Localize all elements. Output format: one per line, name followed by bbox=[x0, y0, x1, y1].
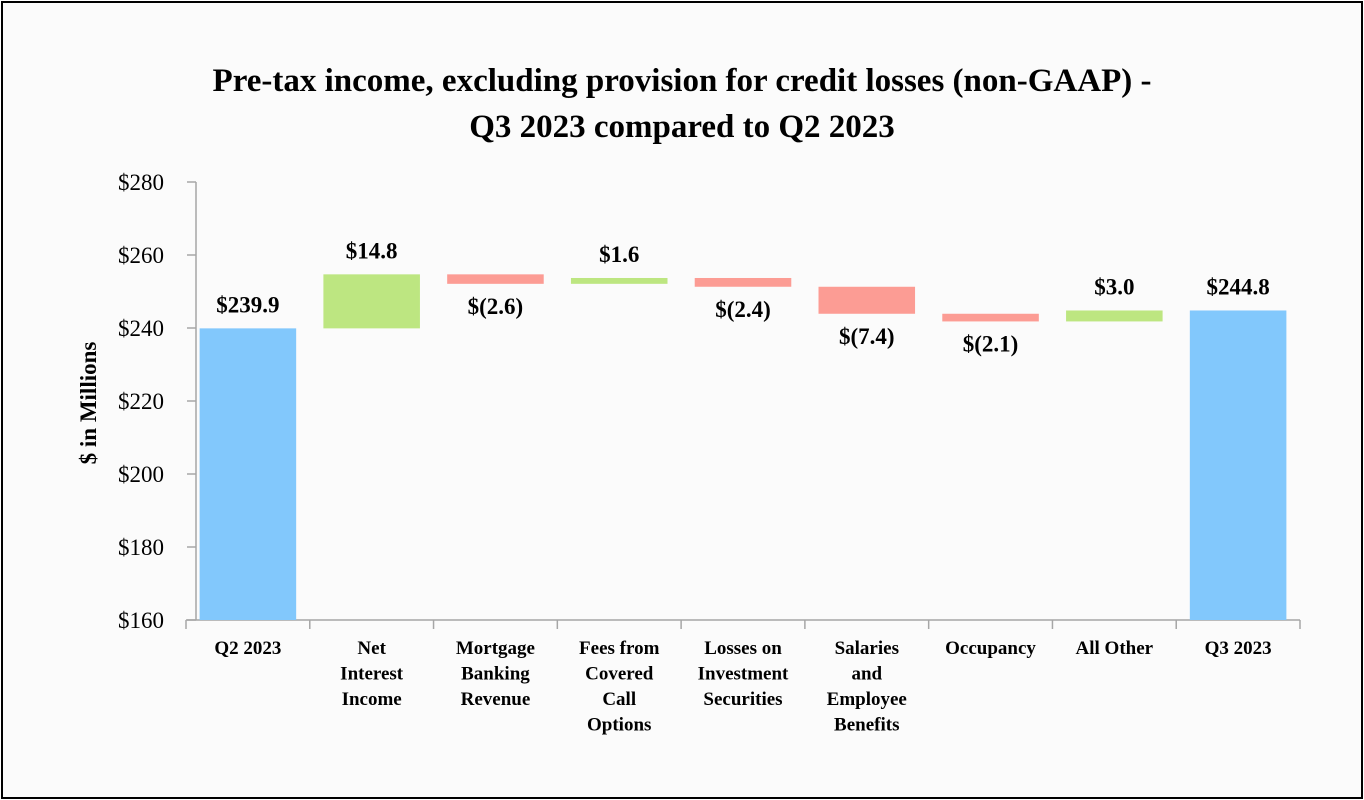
x-category-label: Occupancy bbox=[945, 638, 1036, 659]
bar bbox=[694, 277, 792, 287]
x-category-label: Interest bbox=[340, 664, 404, 685]
x-category-label: Q2 2023 bbox=[214, 638, 281, 659]
x-category-label: Call bbox=[602, 689, 636, 710]
data-label: $(2.4) bbox=[715, 297, 771, 322]
data-label: $(2.1) bbox=[963, 331, 1019, 356]
y-axis-label: $ in Millions bbox=[76, 342, 101, 465]
chart-title-line-1: Pre-tax income, excluding provision for … bbox=[212, 63, 1152, 99]
data-label: $239.9 bbox=[216, 292, 279, 317]
data-label: $(2.6) bbox=[468, 294, 524, 319]
y-tick-label: $240 bbox=[118, 316, 164, 341]
y-tick-label: $160 bbox=[118, 608, 164, 633]
bar bbox=[323, 274, 420, 329]
bar bbox=[942, 313, 1039, 322]
x-category-label: Income bbox=[342, 689, 402, 710]
y-tick-label: $200 bbox=[118, 462, 164, 487]
bar bbox=[570, 277, 668, 284]
x-category-label: Net bbox=[357, 638, 386, 659]
bar bbox=[199, 328, 297, 620]
data-label: $(7.4) bbox=[839, 324, 895, 349]
x-category-label: Revenue bbox=[461, 689, 531, 710]
x-category-label: Salaries bbox=[835, 638, 899, 659]
x-category-label: Fees from bbox=[579, 638, 660, 659]
data-label: $3.0 bbox=[1094, 274, 1134, 299]
bar bbox=[1066, 310, 1163, 322]
y-tick-label: $180 bbox=[118, 535, 164, 560]
chart-title-line-2: Q3 2023 compared to Q2 2023 bbox=[469, 109, 895, 145]
bar bbox=[447, 274, 544, 284]
y-tick-label: $260 bbox=[118, 243, 164, 268]
data-label: $244.8 bbox=[1206, 274, 1269, 299]
bar bbox=[1189, 310, 1287, 620]
x-category-label: Losses on bbox=[704, 638, 782, 659]
x-category-label: and bbox=[851, 664, 882, 685]
x-category-label: Benefits bbox=[834, 715, 899, 736]
bar bbox=[818, 286, 916, 314]
x-category-label: Employee bbox=[827, 689, 907, 710]
x-category-label: Options bbox=[587, 715, 651, 736]
x-category-label: Covered bbox=[585, 664, 654, 685]
x-category-label: Q3 2023 bbox=[1205, 638, 1272, 659]
x-category-label: Mortgage bbox=[456, 638, 535, 659]
y-tick-label: $280 bbox=[118, 170, 164, 195]
data-label: $14.8 bbox=[346, 238, 398, 263]
y-tick-label: $220 bbox=[118, 389, 164, 414]
x-category-label: Securities bbox=[703, 689, 782, 710]
x-category-label: Investment bbox=[698, 664, 789, 685]
x-category-label: Banking bbox=[461, 664, 530, 685]
x-category-label: All Other bbox=[1076, 638, 1154, 659]
data-label: $1.6 bbox=[599, 242, 639, 267]
